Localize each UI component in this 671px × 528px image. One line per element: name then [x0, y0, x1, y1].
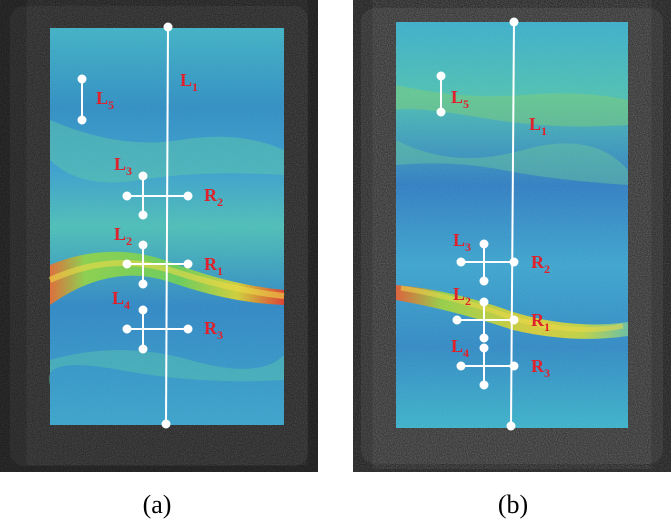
- label-l4: L4: [451, 336, 469, 360]
- panel-b: L5 L1 L3 R2 L2 R1 L4 R3: [353, 0, 671, 472]
- gauge-cross-r1: [452, 297, 519, 343]
- panel-a-image: L1 L5 L3 R2 L2 R1 L4 R3: [0, 0, 318, 472]
- label-l3: L3: [453, 230, 471, 254]
- label-r2: R2: [531, 252, 550, 276]
- label-l5: L5: [96, 88, 114, 112]
- caption-a: (a): [142, 490, 172, 519]
- gauge-line-l1: [161, 22, 173, 429]
- gauge-cross-r2: [122, 171, 193, 220]
- label-r3: R3: [531, 356, 550, 380]
- gauge-line-l5: [436, 71, 446, 117]
- gauge-cross-r1: [122, 240, 193, 289]
- panel-a: L1 L5 L3 R2 L2 R1 L4 R3: [0, 0, 318, 472]
- gauge-cross-r2: [456, 239, 519, 286]
- label-l5: L5: [451, 87, 469, 111]
- gauge-cross-r3: [456, 343, 519, 390]
- gauge-cross-r3: [122, 305, 193, 354]
- panel-b-image: L5 L1 L3 R2 L2 R1 L4 R3: [353, 0, 671, 472]
- gauge-line-l5: [77, 74, 87, 125]
- label-r2: R2: [204, 185, 223, 209]
- label-l1: L1: [180, 70, 198, 94]
- label-l2: L2: [114, 224, 132, 248]
- label-r1: R1: [204, 254, 223, 278]
- label-r1: R1: [531, 310, 550, 334]
- label-l3: L3: [114, 154, 132, 178]
- caption-b: (b): [497, 490, 529, 519]
- label-l4: L4: [112, 288, 130, 312]
- label-r3: R3: [204, 318, 223, 342]
- gauge-line-l1: [506, 17, 519, 431]
- label-l2: L2: [453, 284, 471, 308]
- label-l1: L1: [529, 114, 547, 138]
